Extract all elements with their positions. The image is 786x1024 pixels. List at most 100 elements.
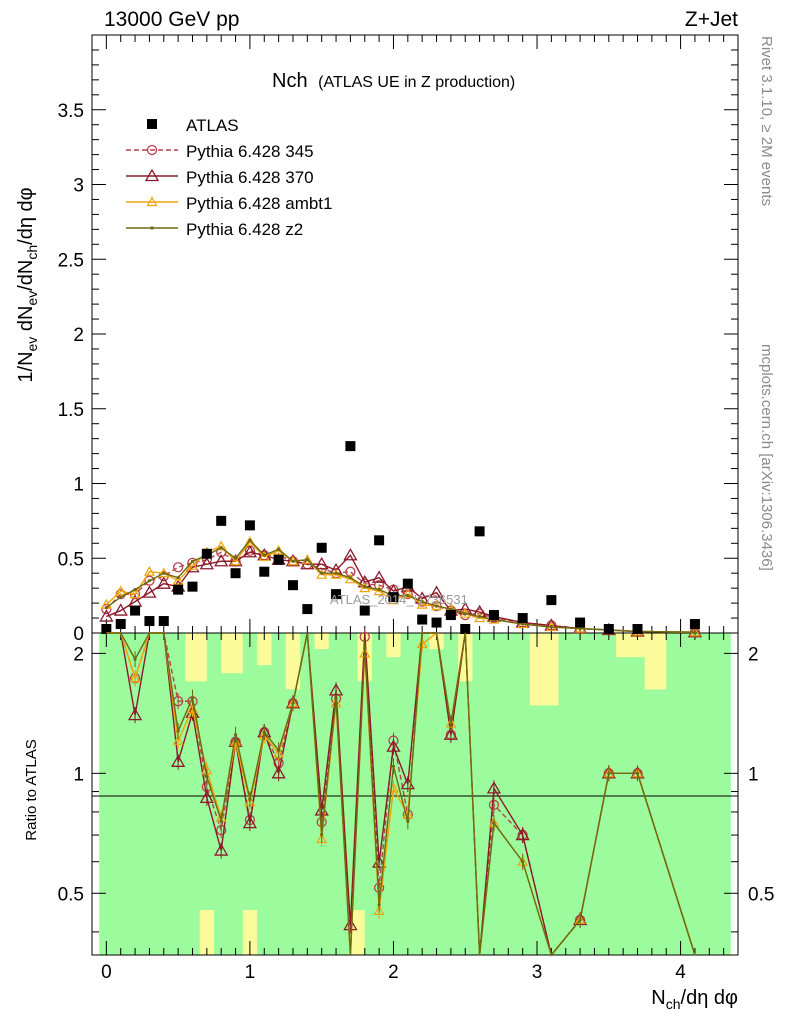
main-series-marker-3-8: [219, 546, 223, 550]
main-series-marker-3-9: [233, 556, 238, 560]
legend-label-3: Pythia 6.428 z2: [186, 220, 303, 239]
atlas-data-point-17: [345, 441, 356, 452]
main-series-marker-2-1: [115, 585, 127, 596]
main-series-marker-2-3: [143, 565, 155, 576]
ratio-series-marker-3-30: [578, 918, 582, 922]
y-main-tick-label-6: 3: [73, 176, 84, 197]
atlas-data-point-32: [632, 624, 643, 634]
y-ratio-tick-label-left-0: 0.5: [58, 884, 84, 905]
y-ratio-tick-label-left-2: 2: [73, 644, 84, 665]
main-series-marker-1-17: [343, 547, 358, 561]
ratio-series-layer: [106, 628, 696, 957]
ratio-band-outer-4: [314, 633, 329, 650]
ratio-series-marker-3-32: [635, 771, 640, 775]
ratio-uncertainty-band: [99, 633, 731, 955]
ratio-series-marker-3-31: [607, 771, 611, 775]
main-series-marker-3-29: [549, 625, 553, 629]
ratio-series-marker-3-21: [406, 819, 410, 823]
ratio-band-outer-0: [185, 633, 207, 682]
x-axis-label: Nch/dη dφ: [651, 987, 738, 1012]
atlas-data-point-24: [445, 610, 456, 621]
ratio-series-marker-1-10: [242, 815, 258, 829]
main-series-marker-3-6: [190, 559, 195, 563]
main-series-marker-1-3: [142, 585, 157, 598]
y-main-tick-label-5: 2.5: [58, 250, 84, 271]
ratio-band-outer-2: [257, 633, 272, 666]
ratio-band-outer-10: [615, 633, 645, 658]
main-series-marker-3-17: [348, 576, 352, 580]
main-series-marker-3-18: [363, 585, 367, 589]
atlas-data-point-2: [130, 605, 141, 616]
main-series-marker-3-11: [262, 553, 266, 557]
atlas-data-point-5: [173, 584, 184, 595]
atlas-data-point-4: [158, 616, 169, 627]
ratio-series-marker-3-10: [248, 797, 252, 801]
ratio-band-outer-11: [644, 633, 667, 690]
ratio-series-marker-2-2: [129, 672, 141, 683]
ratio-series-marker-3-6: [190, 696, 195, 700]
legend-label-atlas: ATLAS: [186, 116, 239, 135]
ratio-series-marker-1-2: [127, 707, 143, 721]
main-series-marker-2-8: [215, 540, 227, 551]
ratio-series-marker-3-27: [492, 821, 496, 825]
main-series-line-1: [106, 551, 695, 633]
main-series-marker-1-8: [214, 553, 229, 567]
ratio-series-marker-3-9: [233, 733, 238, 737]
y-ratio-tick-label-right-1: 1: [748, 764, 759, 785]
ratio-plot-frame: [91, 632, 739, 956]
ratio-series-marker-3-15: [320, 833, 324, 837]
ratio-series-marker-3-2: [133, 657, 137, 661]
main-series-marker-3-1: [119, 595, 123, 599]
main-series-marker-3-19: [377, 588, 381, 592]
ratio-series-line-1: [106, 632, 696, 957]
main-series-marker-3-5: [176, 576, 180, 580]
atlas-data-point-6: [187, 581, 198, 592]
main-series-marker-1-7: [199, 556, 214, 570]
x-tick-label-2: 2: [388, 962, 399, 983]
ratio-series-marker-1-7: [199, 790, 214, 803]
legend-label-2: Pythia 6.428 ambt1: [186, 194, 332, 213]
ratio-series-marker-1-5: [171, 754, 186, 767]
ratio-series-marker-2-5: [172, 735, 184, 745]
main-series-marker-1-1: [113, 603, 128, 616]
main-series-marker-3-21: [406, 594, 410, 598]
atlas-data-point-3: [144, 616, 155, 627]
atlas-data-point-33: [689, 619, 700, 630]
atlas-data-point-12: [273, 554, 284, 565]
ratio-series-marker-3-11: [262, 730, 266, 734]
y-main-tick-label-7: 3.5: [58, 101, 84, 122]
watermark-analysis: ATLAS_2014_I1736531: [330, 592, 468, 607]
plot-title: Nch (ATLAS UE in Z production): [272, 70, 515, 92]
main-series-marker-2-10: [244, 536, 256, 546]
ratio-band-outer-low-1: [350, 910, 365, 955]
main-series-marker-1-33: [687, 624, 703, 638]
ratio-series-marker-3-8: [219, 819, 223, 823]
atlas-data-point-29: [546, 595, 557, 606]
main-series-marker-3-33: [693, 630, 697, 634]
main-series-marker-1-0: [99, 609, 114, 622]
ratio-series-marker-3-12: [277, 748, 281, 752]
atlas-data-point-14: [302, 604, 313, 615]
side-rivet-label: Rivet 3.1.10, ≥ 2M events: [758, 36, 775, 206]
atlas-data-point-1: [115, 619, 126, 630]
y-ratio-tick-label-right-2: 2: [748, 644, 759, 665]
main-series-marker-3-15: [320, 571, 324, 575]
atlas-data-point-0: [101, 624, 112, 634]
y-main-tick-label-2: 1: [73, 475, 84, 496]
atlas-data-point-18: [359, 605, 370, 616]
tick-labels: 0 1 2 3 4 0 0.5 1 1.5 2 2.5 3 3.5 0.5 0.5 1 1 2 2: [58, 101, 775, 983]
atlas-data-point-21: [402, 578, 413, 589]
legend-marker-2: [146, 196, 158, 207]
x-tick-label-1: 1: [245, 962, 256, 983]
main-series-marker-0-3: [144, 575, 155, 586]
axis-ticks: [91, 35, 739, 955]
atlas-data-point-25: [460, 624, 471, 634]
ratio-series-marker-0-27: [488, 799, 500, 811]
ratio-band-outer-8: [458, 633, 473, 682]
ratio-series-marker-1-27: [486, 781, 502, 794]
y-main-tick-label-0: 0: [73, 624, 84, 645]
x-tick-label-4: 4: [675, 962, 686, 983]
ratio-series-marker-1-8: [214, 843, 229, 856]
atlas-data-point-15: [316, 542, 327, 553]
main-series-marker-3-4: [162, 571, 166, 575]
